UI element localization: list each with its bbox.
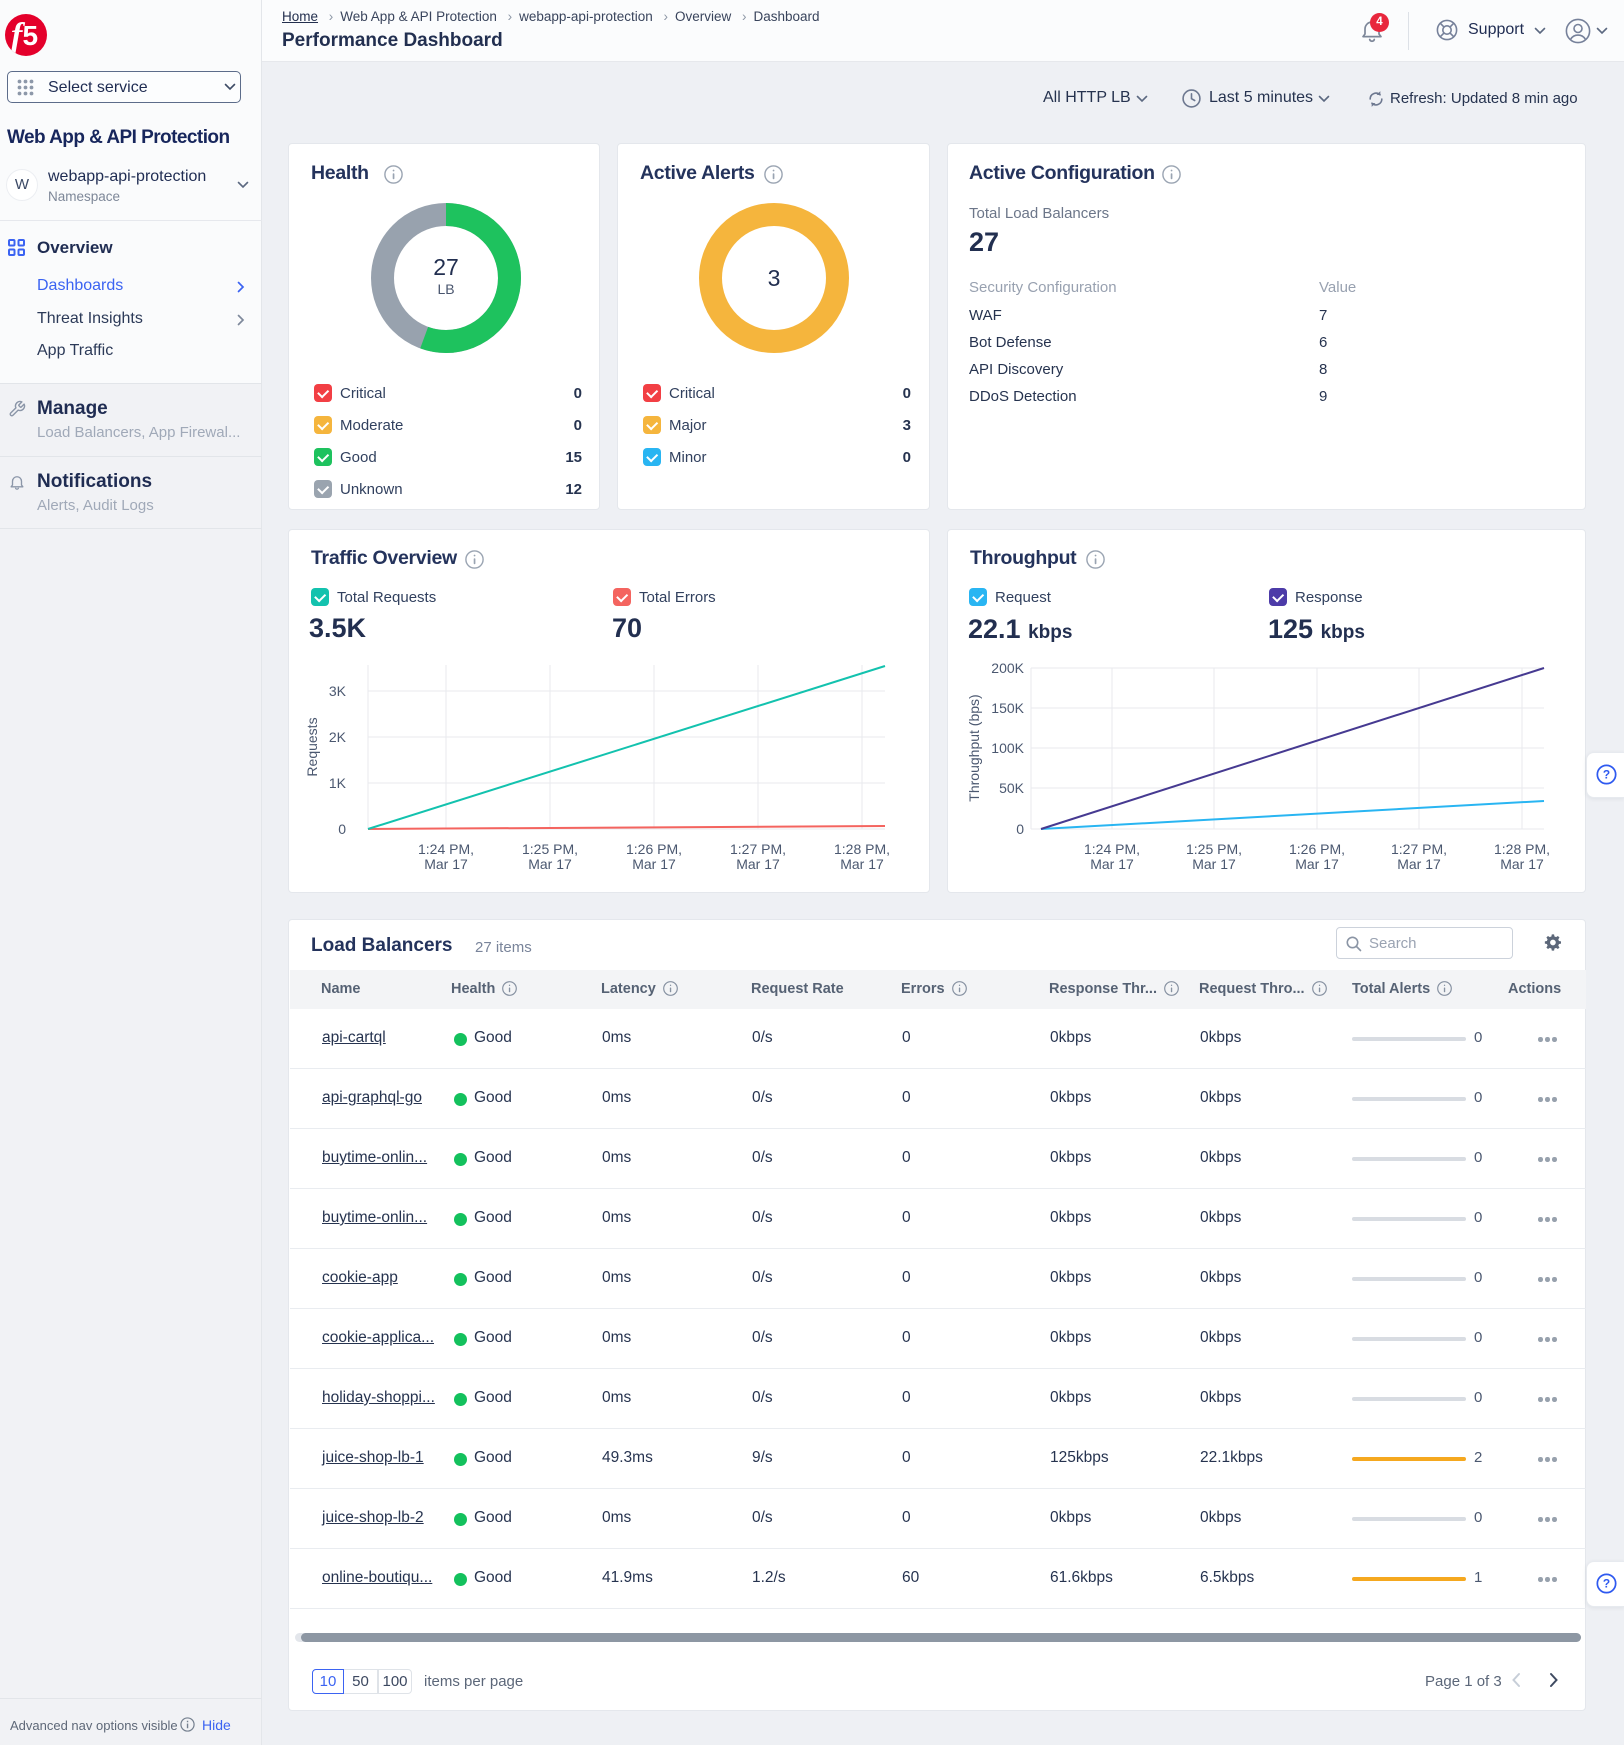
svg-text:1K: 1K [329, 775, 347, 791]
svg-text:0: 0 [1016, 821, 1024, 837]
svg-text:1:28 PM,: 1:28 PM, [834, 841, 890, 857]
svg-text:Mar 17: Mar 17 [1192, 856, 1236, 872]
svg-text:1:27 PM,: 1:27 PM, [730, 841, 786, 857]
svg-text:1:26 PM,: 1:26 PM, [626, 841, 682, 857]
svg-text:Mar 17: Mar 17 [840, 856, 884, 872]
svg-text:f: f [11, 17, 26, 54]
svg-text:100K: 100K [991, 740, 1024, 756]
svg-text:Mar 17: Mar 17 [1500, 856, 1544, 872]
svg-text:Mar 17: Mar 17 [736, 856, 780, 872]
svg-text:3: 3 [768, 265, 781, 291]
svg-text:Requests: Requests [304, 717, 320, 776]
svg-text:?: ? [1603, 1577, 1610, 1591]
svg-text:Mar 17: Mar 17 [1090, 856, 1134, 872]
svg-text:Mar 17: Mar 17 [1295, 856, 1339, 872]
svg-text:1:26 PM,: 1:26 PM, [1289, 841, 1345, 857]
svg-text:27: 27 [433, 254, 459, 280]
svg-text:Throughput (bps): Throughput (bps) [966, 694, 982, 801]
svg-text:50K: 50K [999, 780, 1025, 796]
svg-text:LB: LB [437, 281, 454, 297]
svg-text:0: 0 [338, 821, 346, 837]
svg-text:Mar 17: Mar 17 [528, 856, 572, 872]
svg-text:Mar 17: Mar 17 [632, 856, 676, 872]
svg-text:5: 5 [23, 20, 39, 51]
svg-text:3K: 3K [329, 683, 347, 699]
svg-text:Mar 17: Mar 17 [424, 856, 468, 872]
svg-text:1:24 PM,: 1:24 PM, [1084, 841, 1140, 857]
svg-text:1:27 PM,: 1:27 PM, [1391, 841, 1447, 857]
svg-text:200K: 200K [991, 660, 1024, 676]
svg-text:?: ? [1603, 768, 1610, 782]
svg-text:1:25 PM,: 1:25 PM, [522, 841, 578, 857]
svg-text:150K: 150K [991, 700, 1024, 716]
svg-text:1:25 PM,: 1:25 PM, [1186, 841, 1242, 857]
svg-text:1:24 PM,: 1:24 PM, [418, 841, 474, 857]
svg-text:Mar 17: Mar 17 [1397, 856, 1441, 872]
svg-text:1:28 PM,: 1:28 PM, [1494, 841, 1550, 857]
svg-text:2K: 2K [329, 729, 347, 745]
